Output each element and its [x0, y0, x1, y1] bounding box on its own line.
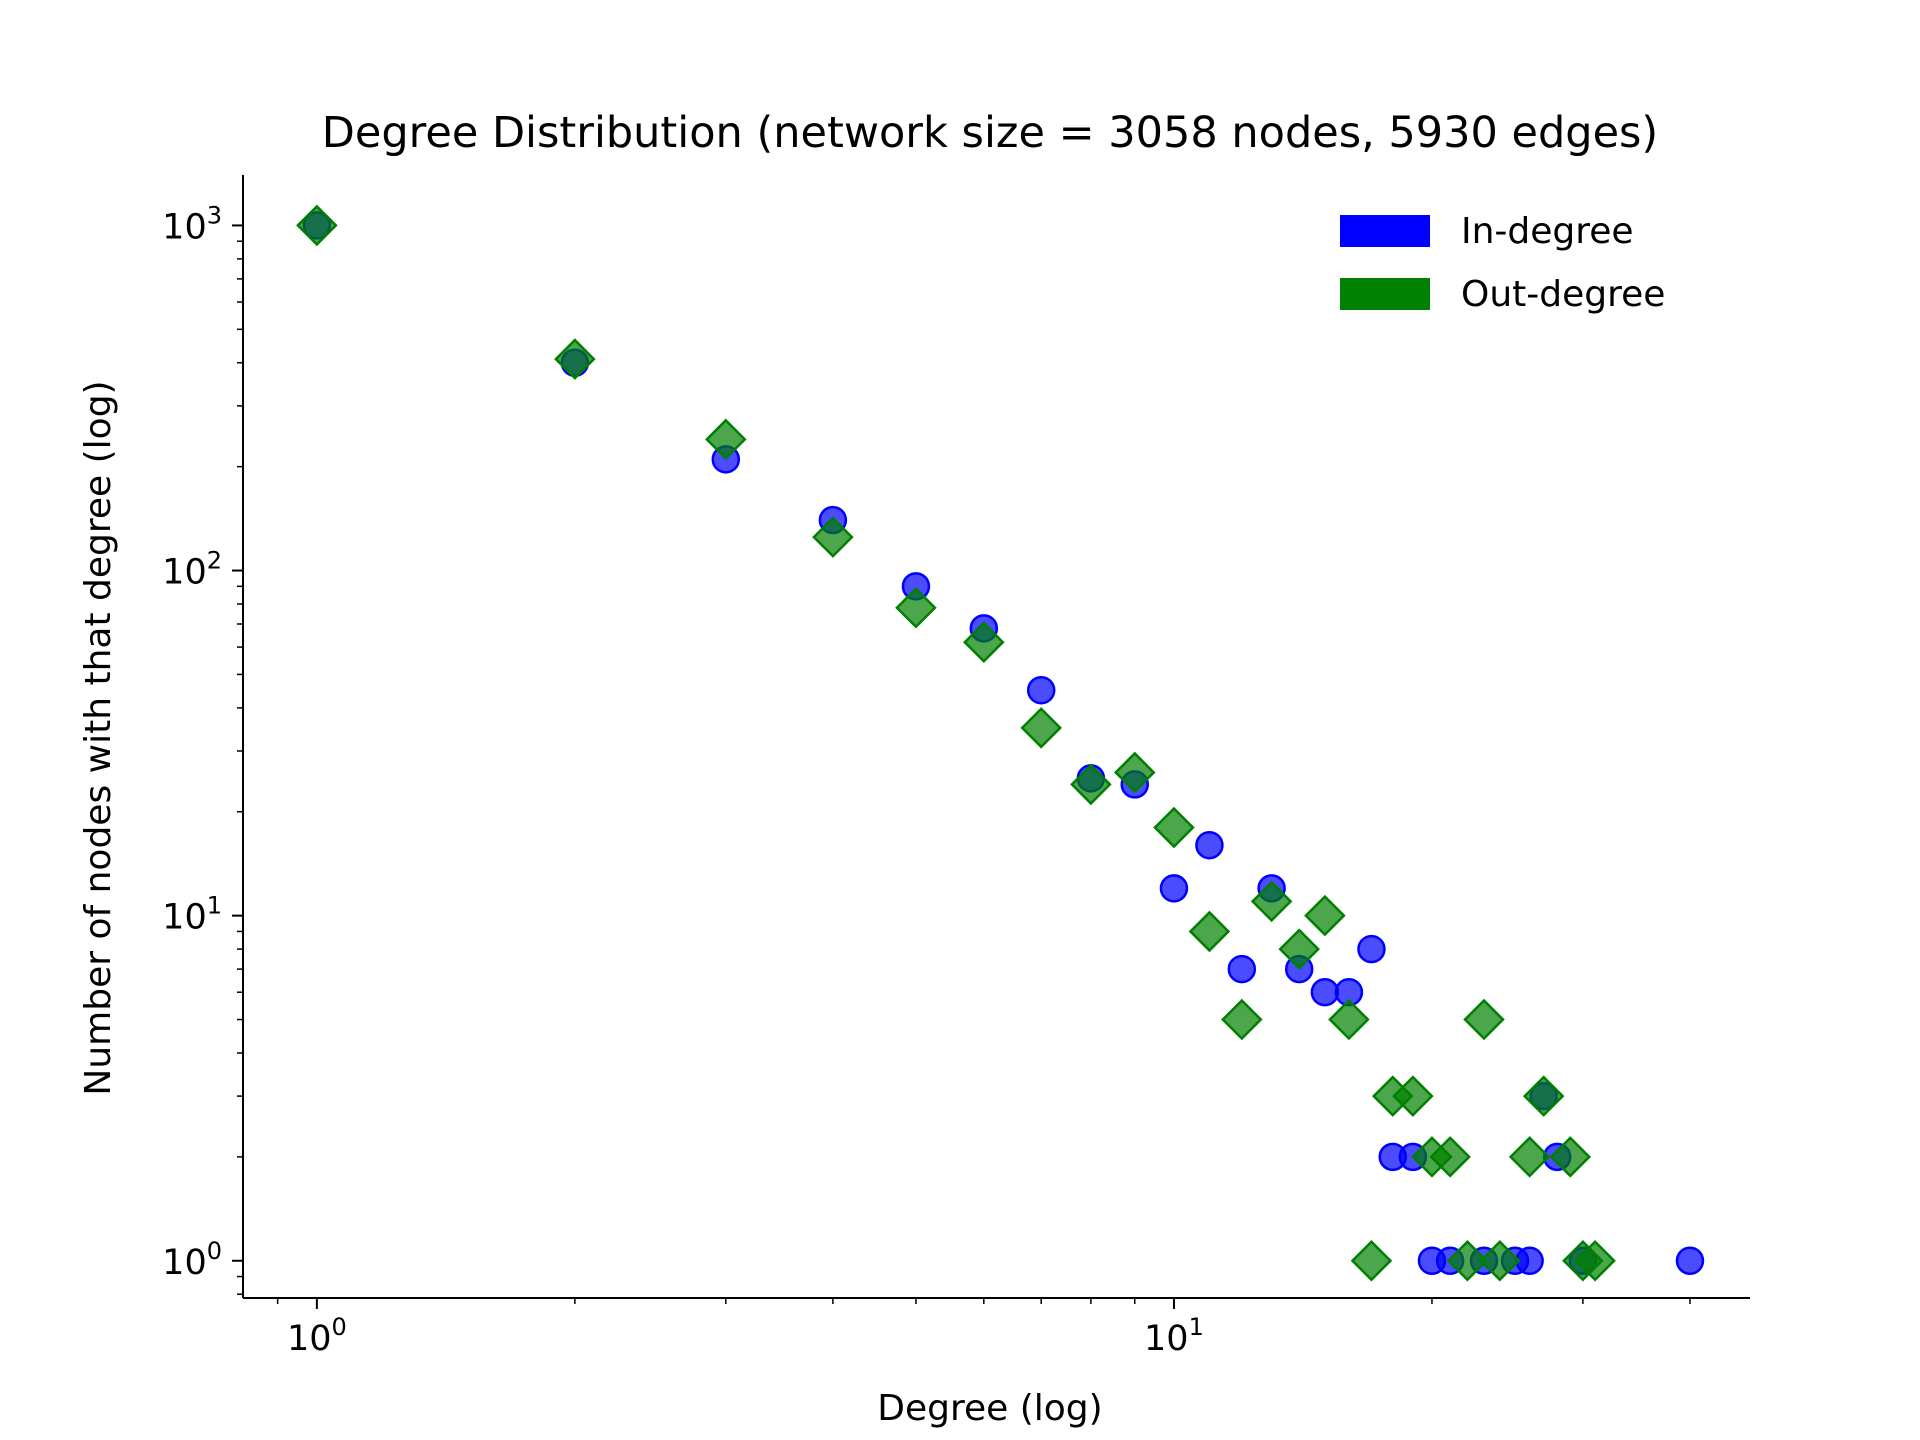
point-out-degree [1350, 1239, 1393, 1282]
point-out-degree [1278, 928, 1320, 970]
point-out-degree [1221, 998, 1263, 1041]
point-out-degree [1549, 1136, 1592, 1178]
point-out-degree [895, 587, 937, 629]
axes [242, 175, 1750, 1299]
point-out-degree [1328, 998, 1370, 1041]
legend-label: Out-degree [1461, 274, 1665, 315]
y-tick-label: 102 [162, 547, 222, 593]
point-out-degree [1070, 763, 1112, 806]
y-tick-label: 100 [162, 1237, 222, 1283]
series-in-degree [302, 211, 1705, 1276]
point-out-degree [1508, 1136, 1551, 1178]
point-out-degree [1153, 806, 1195, 849]
legend: In-degree Out-degree [1340, 211, 1665, 315]
point-out-degree [1522, 1075, 1565, 1117]
point-out-degree [812, 516, 854, 558]
point-out-degree [1429, 1136, 1471, 1178]
y-tick-label: 103 [162, 201, 222, 247]
point-in-degree [1227, 954, 1257, 984]
point-in-degree [1357, 934, 1386, 964]
y-tick-label: 101 [162, 892, 222, 938]
x-tick-label: 100 [287, 1313, 347, 1359]
point-out-degree [296, 204, 338, 247]
point-out-degree [1446, 1239, 1489, 1282]
x-axis-label: Degree (log) [877, 1388, 1102, 1429]
legend-swatch [1340, 278, 1430, 310]
point-out-degree [1463, 998, 1505, 1041]
point-out-degree [554, 338, 596, 380]
point-in-degree [1310, 977, 1340, 1007]
point-out-degree [1574, 1239, 1616, 1282]
point-out-degree [1113, 751, 1156, 794]
point-in-degree [1159, 874, 1189, 903]
point-out-degree [1304, 894, 1346, 937]
legend-swatch [1340, 215, 1430, 247]
point-out-degree [963, 621, 1005, 663]
point-in-degree [1195, 830, 1224, 860]
point-out-degree [1188, 910, 1231, 953]
point-out-degree [1392, 1075, 1434, 1117]
y-axis-label: Number of nodes with that degree (log) [78, 380, 119, 1095]
x-tick-label: 101 [1144, 1313, 1204, 1359]
point-out-degree [1250, 880, 1293, 923]
legend-label: In-degree [1461, 211, 1634, 252]
plot-area [296, 204, 1705, 1282]
series-out-degree [296, 204, 1616, 1282]
point-in-degree [1026, 675, 1056, 705]
y-ticks: 100 101 102 103 [162, 201, 243, 1295]
point-out-degree [705, 418, 747, 461]
point-out-degree [1020, 707, 1062, 749]
point-in-degree [1675, 1246, 1705, 1276]
chart-title: Degree Distribution (network size = 3058… [322, 108, 1658, 158]
x-ticks: 100 101 [276, 1298, 1691, 1359]
point-out-degree [1479, 1239, 1521, 1282]
